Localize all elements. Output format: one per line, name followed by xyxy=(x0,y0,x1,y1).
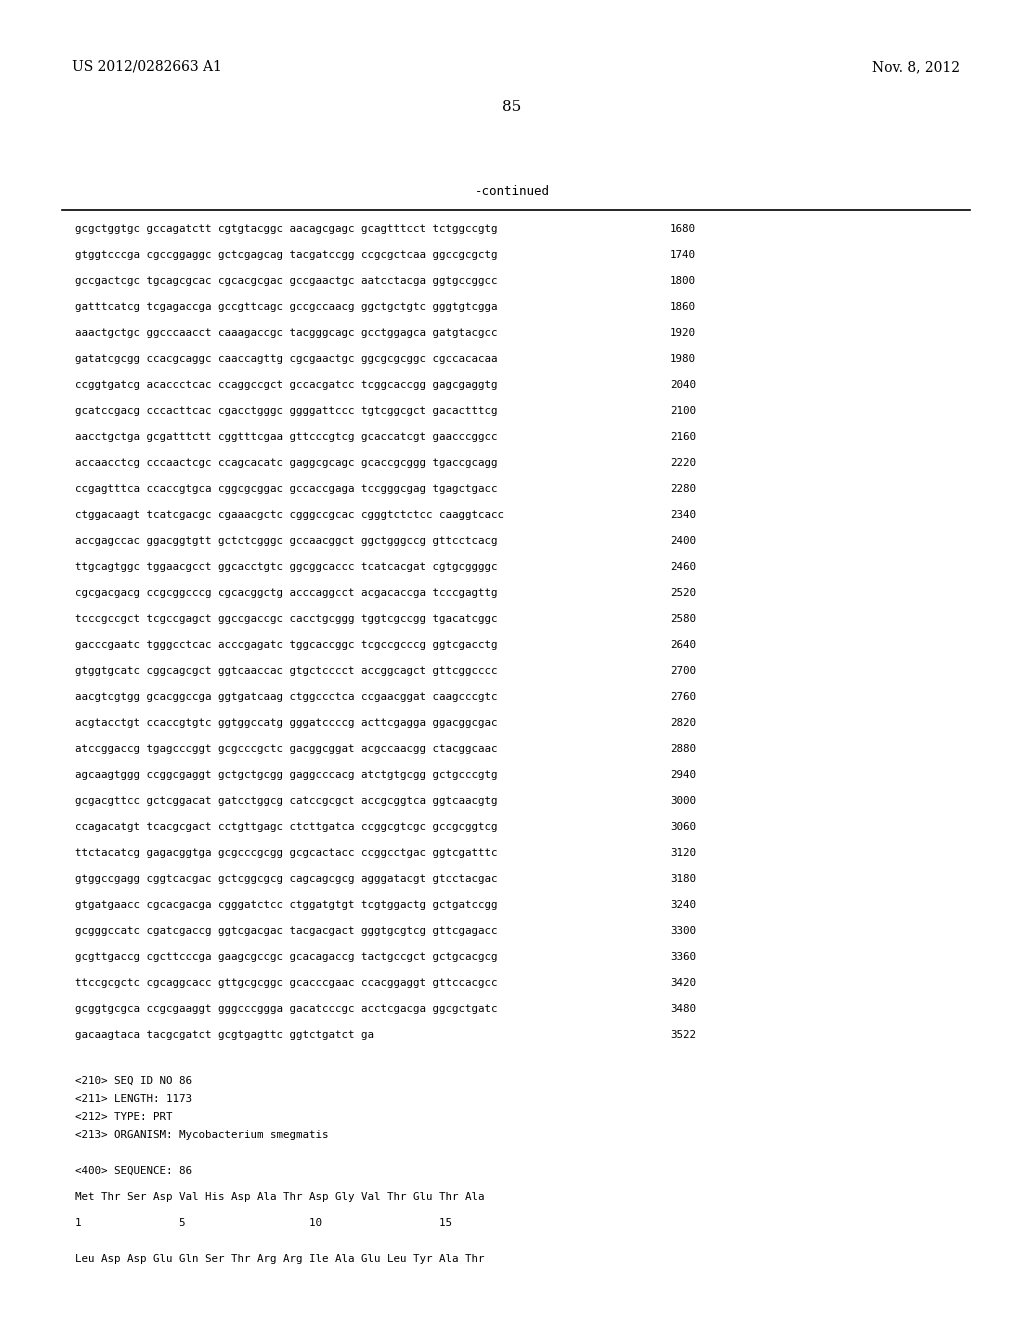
Text: 85: 85 xyxy=(503,100,521,114)
Text: gtggtgcatc cggcagcgct ggtcaaccac gtgctcccct accggcagct gttcggcccc: gtggtgcatc cggcagcgct ggtcaaccac gtgctcc… xyxy=(75,667,498,676)
Text: 2520: 2520 xyxy=(670,587,696,598)
Text: 2760: 2760 xyxy=(670,692,696,702)
Text: 2820: 2820 xyxy=(670,718,696,729)
Text: 1800: 1800 xyxy=(670,276,696,286)
Text: gcgctggtgc gccagatctt cgtgtacggc aacagcgagc gcagtttcct tctggccgtg: gcgctggtgc gccagatctt cgtgtacggc aacagcg… xyxy=(75,224,498,234)
Text: accaacctcg cccaactcgc ccagcacatc gaggcgcagc gcaccgcggg tgaccgcagg: accaacctcg cccaactcgc ccagcacatc gaggcgc… xyxy=(75,458,498,469)
Text: tcccgccgct tcgccgagct ggccgaccgc cacctgcggg tggtcgccgg tgacatcggc: tcccgccgct tcgccgagct ggccgaccgc cacctgc… xyxy=(75,614,498,624)
Text: gcgggccatc cgatcgaccg ggtcgacgac tacgacgact gggtgcgtcg gttcgagacc: gcgggccatc cgatcgaccg ggtcgacgac tacgacg… xyxy=(75,927,498,936)
Text: 3480: 3480 xyxy=(670,1005,696,1014)
Text: 3522: 3522 xyxy=(670,1030,696,1040)
Text: 1680: 1680 xyxy=(670,224,696,234)
Text: 2400: 2400 xyxy=(670,536,696,546)
Text: agcaagtggg ccggcgaggt gctgctgcgg gaggcccacg atctgtgcgg gctgcccgtg: agcaagtggg ccggcgaggt gctgctgcgg gaggccc… xyxy=(75,770,498,780)
Text: aacctgctga gcgatttctt cggtttcgaa gttcccgtcg gcaccatcgt gaacccggcc: aacctgctga gcgatttctt cggtttcgaa gttcccg… xyxy=(75,432,498,442)
Text: ccgagtttca ccaccgtgca cggcgcggac gccaccgaga tccgggcgag tgagctgacc: ccgagtttca ccaccgtgca cggcgcggac gccaccg… xyxy=(75,484,498,494)
Text: 3120: 3120 xyxy=(670,847,696,858)
Text: gcatccgacg cccacttcac cgacctgggc ggggattccc tgtcggcgct gacactttcg: gcatccgacg cccacttcac cgacctgggc ggggatt… xyxy=(75,407,498,416)
Text: <211> LENGTH: 1173: <211> LENGTH: 1173 xyxy=(75,1094,193,1104)
Text: 3360: 3360 xyxy=(670,952,696,962)
Text: ctggacaagt tcatcgacgc cgaaacgctc cgggccgcac cgggtctctcc caaggtcacc: ctggacaagt tcatcgacgc cgaaacgctc cgggccg… xyxy=(75,510,504,520)
Text: gcgacgttcc gctcggacat gatcctggcg catccgcgct accgcggtca ggtcaacgtg: gcgacgttcc gctcggacat gatcctggcg catccgc… xyxy=(75,796,498,807)
Text: 2460: 2460 xyxy=(670,562,696,572)
Text: 2100: 2100 xyxy=(670,407,696,416)
Text: <212> TYPE: PRT: <212> TYPE: PRT xyxy=(75,1111,172,1122)
Text: accgagccac ggacggtgtt gctctcgggc gccaacggct ggctgggccg gttcctcacg: accgagccac ggacggtgtt gctctcgggc gccaacg… xyxy=(75,536,498,546)
Text: <210> SEQ ID NO 86: <210> SEQ ID NO 86 xyxy=(75,1076,193,1086)
Text: gcggtgcgca ccgcgaaggt gggcccggga gacatcccgc acctcgacga ggcgctgatc: gcggtgcgca ccgcgaaggt gggcccggga gacatcc… xyxy=(75,1005,498,1014)
Text: gtggccgagg cggtcacgac gctcggcgcg cagcagcgcg agggatacgt gtcctacgac: gtggccgagg cggtcacgac gctcggcgcg cagcagc… xyxy=(75,874,498,884)
Text: gatatcgcgg ccacgcaggc caaccagttg cgcgaactgc ggcgcgcggc cgccacacaa: gatatcgcgg ccacgcaggc caaccagttg cgcgaac… xyxy=(75,354,498,364)
Text: gacccgaatc tgggcctcac acccgagatc tggcaccggc tcgccgcccg ggtcgacctg: gacccgaatc tgggcctcac acccgagatc tggcacc… xyxy=(75,640,498,649)
Text: aaactgctgc ggcccaacct caaagaccgc tacgggcagc gcctggagca gatgtacgcc: aaactgctgc ggcccaacct caaagaccgc tacgggc… xyxy=(75,327,498,338)
Text: gtgatgaacc cgcacgacga cgggatctcc ctggatgtgt tcgtggactg gctgatccgg: gtgatgaacc cgcacgacga cgggatctcc ctggatg… xyxy=(75,900,498,909)
Text: -continued: -continued xyxy=(474,185,550,198)
Text: ccagacatgt tcacgcgact cctgttgagc ctcttgatca ccggcgtcgc gccgcggtcg: ccagacatgt tcacgcgact cctgttgagc ctcttga… xyxy=(75,822,498,832)
Text: ttccgcgctc cgcaggcacc gttgcgcggc gcacccgaac ccacggaggt gttccacgcc: ttccgcgctc cgcaggcacc gttgcgcggc gcacccg… xyxy=(75,978,498,987)
Text: gatttcatcg tcgagaccga gccgttcagc gccgccaacg ggctgctgtc gggtgtcgga: gatttcatcg tcgagaccga gccgttcagc gccgcca… xyxy=(75,302,498,312)
Text: 1980: 1980 xyxy=(670,354,696,364)
Text: 3240: 3240 xyxy=(670,900,696,909)
Text: 3180: 3180 xyxy=(670,874,696,884)
Text: 2220: 2220 xyxy=(670,458,696,469)
Text: <400> SEQUENCE: 86: <400> SEQUENCE: 86 xyxy=(75,1166,193,1176)
Text: 2280: 2280 xyxy=(670,484,696,494)
Text: 1920: 1920 xyxy=(670,327,696,338)
Text: Nov. 8, 2012: Nov. 8, 2012 xyxy=(872,59,961,74)
Text: <213> ORGANISM: Mycobacterium smegmatis: <213> ORGANISM: Mycobacterium smegmatis xyxy=(75,1130,329,1140)
Text: 2040: 2040 xyxy=(670,380,696,389)
Text: gacaagtaca tacgcgatct gcgtgagttc ggtctgatct ga: gacaagtaca tacgcgatct gcgtgagttc ggtctga… xyxy=(75,1030,374,1040)
Text: cgcgacgacg ccgcggcccg cgcacggctg acccaggcct acgacaccga tcccgagttg: cgcgacgacg ccgcggcccg cgcacggctg acccagg… xyxy=(75,587,498,598)
Text: Met Thr Ser Asp Val His Asp Ala Thr Asp Gly Val Thr Glu Thr Ala: Met Thr Ser Asp Val His Asp Ala Thr Asp … xyxy=(75,1192,484,1203)
Text: gcgttgaccg cgcttcccga gaagcgccgc gcacagaccg tactgccgct gctgcacgcg: gcgttgaccg cgcttcccga gaagcgccgc gcacaga… xyxy=(75,952,498,962)
Text: 2880: 2880 xyxy=(670,744,696,754)
Text: ttgcagtggc tggaacgcct ggcacctgtc ggcggcaccc tcatcacgat cgtgcggggc: ttgcagtggc tggaacgcct ggcacctgtc ggcggca… xyxy=(75,562,498,572)
Text: 3060: 3060 xyxy=(670,822,696,832)
Text: Leu Asp Asp Glu Gln Ser Thr Arg Arg Ile Ala Glu Leu Tyr Ala Thr: Leu Asp Asp Glu Gln Ser Thr Arg Arg Ile … xyxy=(75,1254,484,1265)
Text: 1860: 1860 xyxy=(670,302,696,312)
Text: 3000: 3000 xyxy=(670,796,696,807)
Text: ccggtgatcg acaccctcac ccaggccgct gccacgatcc tcggcaccgg gagcgaggtg: ccggtgatcg acaccctcac ccaggccgct gccacga… xyxy=(75,380,498,389)
Text: 3420: 3420 xyxy=(670,978,696,987)
Text: ttctacatcg gagacggtga gcgcccgcgg gcgcactacc ccggcctgac ggtcgatttc: ttctacatcg gagacggtga gcgcccgcgg gcgcact… xyxy=(75,847,498,858)
Text: 2640: 2640 xyxy=(670,640,696,649)
Text: 1740: 1740 xyxy=(670,249,696,260)
Text: 1               5                   10                  15: 1 5 10 15 xyxy=(75,1218,452,1228)
Text: US 2012/0282663 A1: US 2012/0282663 A1 xyxy=(72,59,222,74)
Text: 2340: 2340 xyxy=(670,510,696,520)
Text: gccgactcgc tgcagcgcac cgcacgcgac gccgaactgc aatcctacga ggtgccggcc: gccgactcgc tgcagcgcac cgcacgcgac gccgaac… xyxy=(75,276,498,286)
Text: 2580: 2580 xyxy=(670,614,696,624)
Text: 3300: 3300 xyxy=(670,927,696,936)
Text: 2700: 2700 xyxy=(670,667,696,676)
Text: 2160: 2160 xyxy=(670,432,696,442)
Text: acgtacctgt ccaccgtgtc ggtggccatg gggatccccg acttcgagga ggacggcgac: acgtacctgt ccaccgtgtc ggtggccatg gggatcc… xyxy=(75,718,498,729)
Text: atccggaccg tgagcccggt gcgcccgctc gacggcggat acgccaacgg ctacggcaac: atccggaccg tgagcccggt gcgcccgctc gacggcg… xyxy=(75,744,498,754)
Text: aacgtcgtgg gcacggccga ggtgatcaag ctggccctca ccgaacggat caagcccgtc: aacgtcgtgg gcacggccga ggtgatcaag ctggccc… xyxy=(75,692,498,702)
Text: gtggtcccga cgccggaggc gctcgagcag tacgatccgg ccgcgctcaa ggccgcgctg: gtggtcccga cgccggaggc gctcgagcag tacgatc… xyxy=(75,249,498,260)
Text: 2940: 2940 xyxy=(670,770,696,780)
